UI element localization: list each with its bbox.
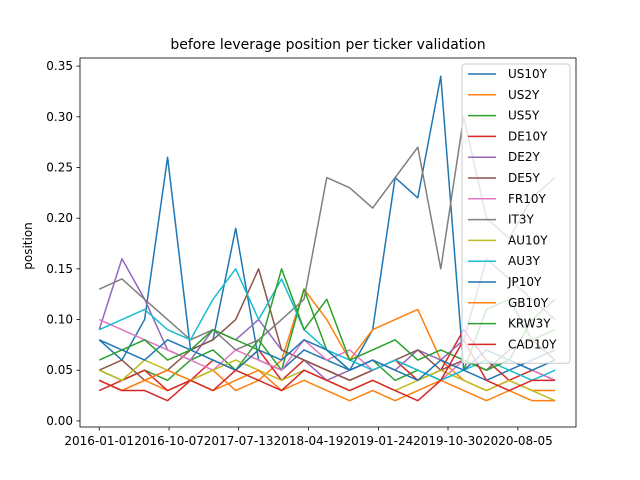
y-axis-label: position <box>21 222 35 270</box>
legend-label: AU3Y <box>508 254 541 268</box>
y-tick-label: 0.00 <box>46 414 73 428</box>
legend-label: DE2Y <box>508 150 540 164</box>
legend-label: DE5Y <box>508 171 540 185</box>
legend-label: AU10Y <box>508 233 548 247</box>
legend-label: KRW3Y <box>508 317 551 331</box>
x-tick-label: 2017-07-13 <box>204 434 274 448</box>
series-line-gb10y <box>98 369 556 402</box>
legend-label: DE10Y <box>508 129 548 143</box>
x-tick-label: 2016-10-07 <box>134 434 204 448</box>
legend-box <box>461 63 571 364</box>
legend-label: FR10Y <box>508 192 547 206</box>
x-tick-label: 2019-10-30 <box>413 434 483 448</box>
legend-label: JP10Y <box>507 275 542 289</box>
y-tick-label: 0.15 <box>46 262 73 276</box>
y-tick-label: 0.05 <box>46 363 73 377</box>
x-tick-label: 2020-08-05 <box>483 434 553 448</box>
x-tick-label: 2019-01-24 <box>344 434 414 448</box>
y-tick-label: 0.35 <box>46 59 73 73</box>
y-tick-label: 0.25 <box>46 160 73 174</box>
axes: 0.00 0.05 0.10 0.15 0.20 0.25 0.30 0.35 2016-01-… <box>46 57 577 448</box>
legend-label: GB10Y <box>508 296 549 310</box>
plot-frame <box>79 57 577 428</box>
legend: US10Y US2Y US5Y DE10Y DE2Y DE5Y FR10Y IT3Y AU10Y… <box>461 63 571 364</box>
x-tick-label: 2016-01-01 <box>64 434 134 448</box>
series-lines <box>98 75 556 402</box>
legend-label: US5Y <box>508 109 540 123</box>
y-tick-label: 0.20 <box>46 211 73 225</box>
chart-title: before leverage position per ticker vali… <box>170 37 485 53</box>
y-tick-label: 0.30 <box>46 110 73 124</box>
x-tick-label: 2018-04-19 <box>274 434 344 448</box>
legend-label: US2Y <box>508 88 540 102</box>
legend-label: IT3Y <box>508 213 535 227</box>
series-line-cad10y <box>98 339 556 402</box>
legend-label: CAD10Y <box>508 337 557 351</box>
y-tick-label: 0.10 <box>46 313 73 327</box>
legend-label: US10Y <box>508 67 548 81</box>
